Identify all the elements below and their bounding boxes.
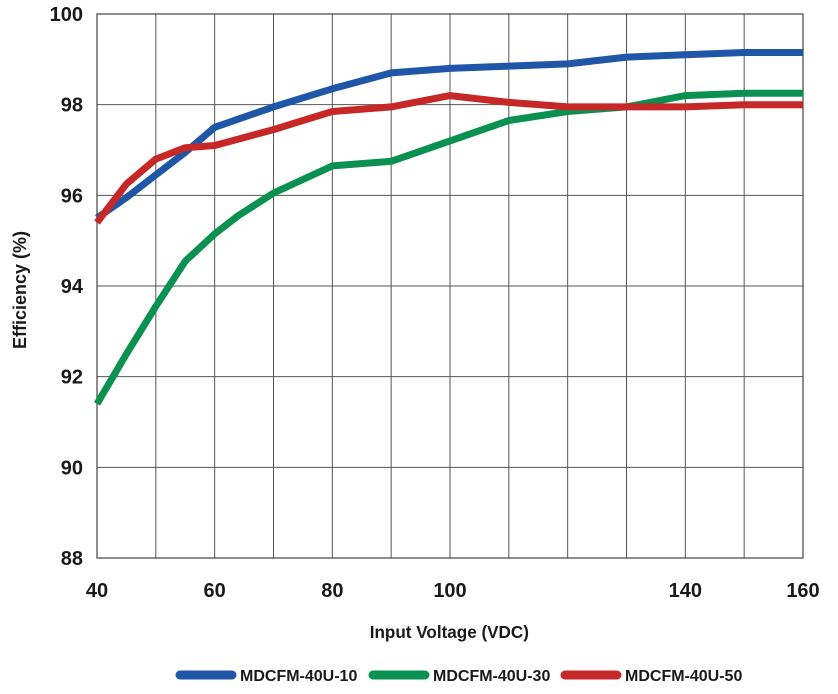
x-tick-label: 60 (204, 580, 226, 602)
x-tick-label: 100 (433, 580, 466, 602)
legend-label: MDCFM-40U-10 (240, 668, 357, 685)
axes (96, 13, 804, 559)
data-series (93, 49, 803, 406)
x-tick-label: 40 (86, 580, 108, 602)
y-tick-label: 92 (61, 367, 83, 389)
legend-label: MDCFM-40U-30 (433, 668, 550, 685)
y-axis-title: Efficiency (%) (10, 231, 30, 349)
y-tick-label: 94 (61, 276, 84, 298)
x-axis-title: Input Voltage (VDC) (370, 622, 529, 643)
legend-item: MDCFM-40U-10 (175, 668, 357, 685)
legend: MDCFM-40U-10 MDCFM-40U-30 MDCFM-40U-50 (175, 668, 742, 685)
legend-label: MDCFM-40U-50 (625, 668, 742, 685)
y-tick-label: 88 (61, 548, 83, 570)
y-tick-label: 98 (61, 95, 83, 117)
series-line (95, 49, 803, 221)
tick-labels: 88 90 92 94 96 98 100 40 60 80 100 140 160 (50, 4, 820, 602)
series-line (93, 89, 803, 406)
y-tick-label: 90 (61, 457, 83, 479)
x-tick-label: 140 (669, 580, 702, 602)
x-tick-label: 80 (321, 580, 343, 602)
legend-item: MDCFM-40U-50 (560, 668, 742, 685)
y-tick-label: 100 (50, 4, 83, 26)
y-tick-label: 96 (61, 185, 83, 207)
series-line (94, 92, 803, 225)
legend-item: MDCFM-40U-30 (368, 668, 550, 685)
x-tick-label: 160 (786, 580, 819, 602)
plot-frame (96, 13, 804, 559)
